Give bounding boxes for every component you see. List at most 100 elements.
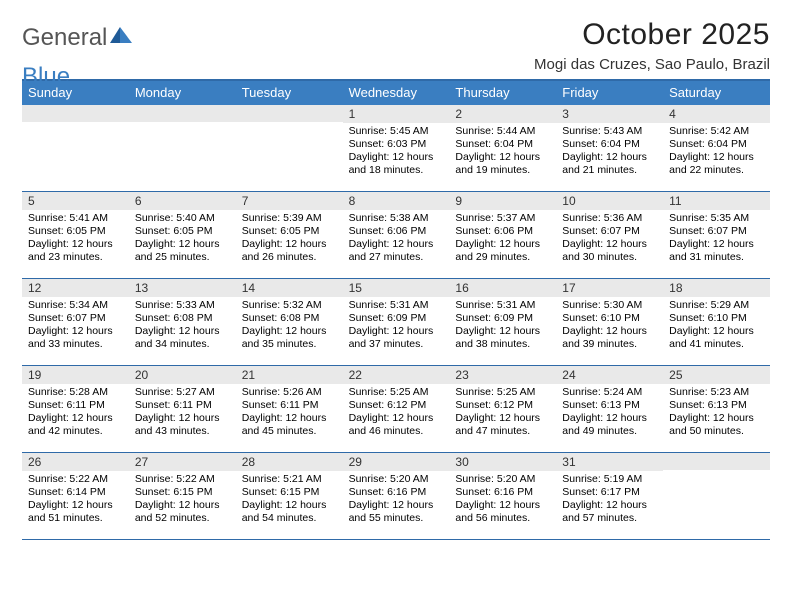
day-body: Sunrise: 5:25 AMSunset: 6:12 PMDaylight:…: [343, 384, 450, 443]
day-cell: 7Sunrise: 5:39 AMSunset: 6:05 PMDaylight…: [236, 192, 343, 278]
day-daylight2: and 43 minutes.: [135, 425, 232, 438]
dayhead-mon: Monday: [129, 81, 236, 105]
day-number: 2: [449, 105, 556, 123]
day-body: [129, 122, 236, 128]
day-sunset: Sunset: 6:04 PM: [562, 138, 659, 151]
day-daylight2: and 49 minutes.: [562, 425, 659, 438]
day-body: Sunrise: 5:23 AMSunset: 6:13 PMDaylight:…: [663, 384, 770, 443]
day-daylight1: Daylight: 12 hours: [562, 499, 659, 512]
day-sunrise: Sunrise: 5:36 AM: [562, 212, 659, 225]
day-body: Sunrise: 5:20 AMSunset: 6:16 PMDaylight:…: [343, 471, 450, 530]
day-sunrise: Sunrise: 5:21 AM: [242, 473, 339, 486]
calendar-page: General October 2025 Mogi das Cruzes, Sa…: [0, 0, 792, 540]
day-sunrise: Sunrise: 5:39 AM: [242, 212, 339, 225]
day-sunrise: Sunrise: 5:22 AM: [135, 473, 232, 486]
day-number: 4: [663, 105, 770, 123]
day-sunrise: Sunrise: 5:34 AM: [28, 299, 125, 312]
day-number: 1: [343, 105, 450, 123]
day-cell: 30Sunrise: 5:20 AMSunset: 6:16 PMDayligh…: [449, 453, 556, 539]
day-body: Sunrise: 5:22 AMSunset: 6:14 PMDaylight:…: [22, 471, 129, 530]
day-sunset: Sunset: 6:11 PM: [28, 399, 125, 412]
day-sunset: Sunset: 6:07 PM: [28, 312, 125, 325]
day-body: Sunrise: 5:25 AMSunset: 6:12 PMDaylight:…: [449, 384, 556, 443]
day-daylight2: and 51 minutes.: [28, 512, 125, 525]
day-body: Sunrise: 5:20 AMSunset: 6:16 PMDaylight:…: [449, 471, 556, 530]
day-daylight2: and 42 minutes.: [28, 425, 125, 438]
day-daylight1: Daylight: 12 hours: [28, 238, 125, 251]
day-daylight1: Daylight: 12 hours: [242, 325, 339, 338]
day-sunset: Sunset: 6:07 PM: [562, 225, 659, 238]
day-number: 7: [236, 192, 343, 210]
day-daylight2: and 46 minutes.: [349, 425, 446, 438]
day-sunrise: Sunrise: 5:22 AM: [28, 473, 125, 486]
day-body: [663, 470, 770, 476]
day-cell: 10Sunrise: 5:36 AMSunset: 6:07 PMDayligh…: [556, 192, 663, 278]
day-sunset: Sunset: 6:09 PM: [349, 312, 446, 325]
day-cell: 4Sunrise: 5:42 AMSunset: 6:04 PMDaylight…: [663, 105, 770, 191]
day-cell: 2Sunrise: 5:44 AMSunset: 6:04 PMDaylight…: [449, 105, 556, 191]
day-sunrise: Sunrise: 5:42 AM: [669, 125, 766, 138]
day-daylight1: Daylight: 12 hours: [28, 499, 125, 512]
brand-part1: General: [22, 24, 107, 52]
day-body: Sunrise: 5:30 AMSunset: 6:10 PMDaylight:…: [556, 297, 663, 356]
day-daylight2: and 41 minutes.: [669, 338, 766, 351]
day-sunrise: Sunrise: 5:29 AM: [669, 299, 766, 312]
day-sunset: Sunset: 6:13 PM: [669, 399, 766, 412]
day-sunset: Sunset: 6:16 PM: [349, 486, 446, 499]
day-daylight2: and 55 minutes.: [349, 512, 446, 525]
day-number: 10: [556, 192, 663, 210]
day-body: Sunrise: 5:19 AMSunset: 6:17 PMDaylight:…: [556, 471, 663, 530]
day-daylight1: Daylight: 12 hours: [135, 499, 232, 512]
day-body: Sunrise: 5:24 AMSunset: 6:13 PMDaylight:…: [556, 384, 663, 443]
day-body: Sunrise: 5:42 AMSunset: 6:04 PMDaylight:…: [663, 123, 770, 182]
day-body: Sunrise: 5:21 AMSunset: 6:15 PMDaylight:…: [236, 471, 343, 530]
day-cell: [236, 105, 343, 191]
day-number: 17: [556, 279, 663, 297]
day-sunset: Sunset: 6:07 PM: [669, 225, 766, 238]
day-body: [236, 122, 343, 128]
day-sunset: Sunset: 6:16 PM: [455, 486, 552, 499]
day-daylight2: and 26 minutes.: [242, 251, 339, 264]
day-daylight1: Daylight: 12 hours: [349, 325, 446, 338]
day-number: 30: [449, 453, 556, 471]
day-daylight2: and 22 minutes.: [669, 164, 766, 177]
day-cell: 11Sunrise: 5:35 AMSunset: 6:07 PMDayligh…: [663, 192, 770, 278]
day-header-row: Sunday Monday Tuesday Wednesday Thursday…: [22, 81, 770, 105]
day-number: 19: [22, 366, 129, 384]
day-cell: 9Sunrise: 5:37 AMSunset: 6:06 PMDaylight…: [449, 192, 556, 278]
dayhead-thu: Thursday: [449, 81, 556, 105]
day-sunrise: Sunrise: 5:43 AM: [562, 125, 659, 138]
day-daylight1: Daylight: 12 hours: [455, 238, 552, 251]
day-body: Sunrise: 5:29 AMSunset: 6:10 PMDaylight:…: [663, 297, 770, 356]
day-daylight2: and 50 minutes.: [669, 425, 766, 438]
dayhead-fri: Friday: [556, 81, 663, 105]
week-row: 12Sunrise: 5:34 AMSunset: 6:07 PMDayligh…: [22, 279, 770, 366]
day-number: 5: [22, 192, 129, 210]
day-sunset: Sunset: 6:17 PM: [562, 486, 659, 499]
day-sunrise: Sunrise: 5:23 AM: [669, 386, 766, 399]
day-daylight1: Daylight: 12 hours: [349, 238, 446, 251]
day-cell: 31Sunrise: 5:19 AMSunset: 6:17 PMDayligh…: [556, 453, 663, 539]
day-daylight1: Daylight: 12 hours: [28, 412, 125, 425]
day-body: Sunrise: 5:31 AMSunset: 6:09 PMDaylight:…: [449, 297, 556, 356]
day-number: 31: [556, 453, 663, 471]
day-sunset: Sunset: 6:05 PM: [242, 225, 339, 238]
day-cell: 6Sunrise: 5:40 AMSunset: 6:05 PMDaylight…: [129, 192, 236, 278]
week-row: 26Sunrise: 5:22 AMSunset: 6:14 PMDayligh…: [22, 453, 770, 540]
day-sunset: Sunset: 6:06 PM: [455, 225, 552, 238]
day-cell: 13Sunrise: 5:33 AMSunset: 6:08 PMDayligh…: [129, 279, 236, 365]
day-body: Sunrise: 5:27 AMSunset: 6:11 PMDaylight:…: [129, 384, 236, 443]
dayhead-tue: Tuesday: [236, 81, 343, 105]
day-daylight1: Daylight: 12 hours: [562, 325, 659, 338]
day-body: Sunrise: 5:40 AMSunset: 6:05 PMDaylight:…: [129, 210, 236, 269]
day-sunset: Sunset: 6:09 PM: [455, 312, 552, 325]
day-sunset: Sunset: 6:15 PM: [135, 486, 232, 499]
day-number: 25: [663, 366, 770, 384]
day-sunrise: Sunrise: 5:25 AM: [455, 386, 552, 399]
brand-logo: General: [22, 18, 134, 52]
day-sunset: Sunset: 6:03 PM: [349, 138, 446, 151]
day-daylight1: Daylight: 12 hours: [669, 325, 766, 338]
day-sunset: Sunset: 6:14 PM: [28, 486, 125, 499]
day-cell: [22, 105, 129, 191]
day-number: 14: [236, 279, 343, 297]
